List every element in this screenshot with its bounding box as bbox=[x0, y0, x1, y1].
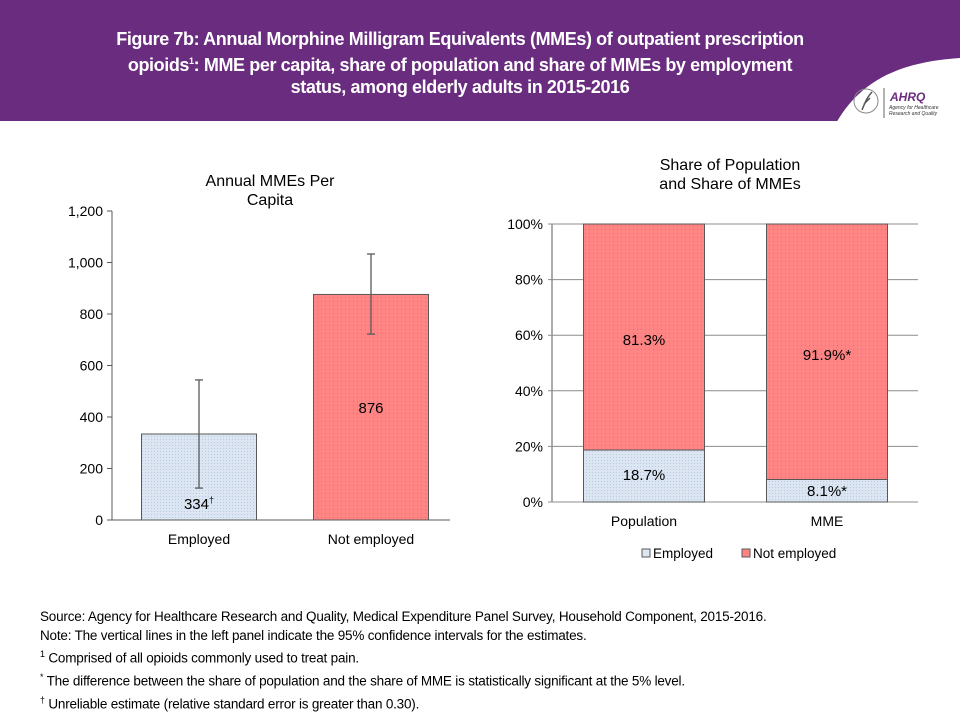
x-tick-label: Not employed bbox=[328, 531, 414, 547]
legend-swatch-not-employed bbox=[741, 548, 751, 558]
data-label: 91.9%* bbox=[803, 347, 852, 364]
left-chart-title-line1: Annual MMEs Per bbox=[205, 173, 335, 190]
data-label: 8.1%* bbox=[807, 483, 847, 500]
y-tick-label: 400 bbox=[80, 409, 104, 425]
footnote-1: 1 Comprised of all opioids commonly used… bbox=[40, 645, 940, 668]
figure-title: Figure 7b: Annual Morphine Milligram Equ… bbox=[40, 28, 880, 98]
data-label: 81.3% bbox=[623, 332, 666, 349]
source-note: Source: Agency for Healthcare Research a… bbox=[40, 609, 767, 624]
legend-label: Employed bbox=[653, 546, 713, 561]
title-line-1: Figure 7b: Annual Morphine Milligram Equ… bbox=[116, 29, 804, 49]
left-chart-title: Annual MMEs Per Capita bbox=[160, 172, 380, 210]
x-tick-label: Employed bbox=[168, 531, 230, 547]
right-chart-title: Share of Population and Share of MMEs bbox=[580, 156, 880, 194]
data-label: 334† bbox=[184, 495, 214, 513]
left-chart-title-line2: Capita bbox=[246, 192, 294, 209]
y-tick-label: 200 bbox=[80, 461, 104, 477]
legend-label: Not employed bbox=[753, 546, 836, 561]
y-tick-label: 40% bbox=[515, 383, 543, 399]
bar-segment-not-employed bbox=[766, 223, 888, 480]
footnote-2-text: The difference between the share of popu… bbox=[43, 673, 685, 689]
logo-subtitle-2: Research and Quality bbox=[889, 111, 938, 117]
y-tick-label: 100% bbox=[507, 216, 543, 232]
title-line-2-post: : MME per capita, share of population an… bbox=[193, 55, 793, 75]
y-tick-label: 800 bbox=[80, 306, 104, 322]
ahrq-logo: AHRQ Agency for Healthcare Research and … bbox=[835, 58, 960, 125]
x-tick-label: Population bbox=[611, 513, 677, 529]
legend: Employed Not employed bbox=[641, 546, 836, 561]
right-chart-title-line2: and Share of MMEs bbox=[659, 176, 801, 193]
ci-note: Note: The vertical lines in the left pan… bbox=[40, 627, 587, 643]
footnote-2-mark: * bbox=[40, 672, 44, 682]
y-tick-label: 0 bbox=[95, 512, 103, 528]
bar-segment-not-employed bbox=[583, 223, 705, 451]
data-label: 18.7% bbox=[623, 467, 666, 484]
x-tick-label: MME bbox=[811, 513, 844, 529]
logo-subtitle-1: Agency for Healthcare bbox=[888, 105, 939, 111]
bar-segment-employed bbox=[583, 449, 705, 503]
data-label: 876 bbox=[358, 400, 383, 417]
ahrq-wordmark: AHRQ bbox=[889, 90, 926, 104]
y-tick-label: 80% bbox=[515, 272, 543, 288]
y-tick-label: 1,200 bbox=[68, 203, 103, 219]
title-line-3: status, among elderly adults in 2015-201… bbox=[290, 77, 630, 97]
y-tick-label: 600 bbox=[80, 358, 104, 374]
y-tick-label: 0% bbox=[523, 494, 543, 510]
y-tick-label: 20% bbox=[515, 438, 543, 454]
footnote-mark: 1 bbox=[189, 56, 194, 66]
hhs-eagle-icon bbox=[861, 91, 873, 111]
footnote-3: † Unreliable estimate (relative standard… bbox=[40, 691, 940, 714]
title-line-2-pre: opioids bbox=[127, 55, 190, 75]
notes-section: Source: Agency for Healthcare Research a… bbox=[40, 608, 940, 714]
footnote-1-text: Comprised of all opioids commonly used t… bbox=[44, 650, 359, 666]
footnote-3-mark: † bbox=[40, 695, 45, 705]
title-line-2: opioids1: MME per capita, share of popul… bbox=[40, 50, 880, 76]
dagger-mark: † bbox=[209, 495, 214, 505]
footnote-1-mark: 1 bbox=[40, 649, 45, 659]
y-tick-label: 1,000 bbox=[68, 255, 103, 271]
legend-swatch-employed bbox=[641, 548, 651, 558]
footnote-2: * The difference between the share of po… bbox=[40, 668, 940, 691]
logo-swoosh bbox=[835, 58, 960, 125]
y-tick-label: 60% bbox=[515, 327, 543, 343]
header-banner: Figure 7b: Annual Morphine Milligram Equ… bbox=[0, 0, 960, 125]
right-chart-title-line1: Share of Population bbox=[659, 157, 801, 174]
hhs-seal-icon bbox=[853, 88, 879, 114]
footnote-3-text: Unreliable estimate (relative standard e… bbox=[44, 696, 420, 712]
